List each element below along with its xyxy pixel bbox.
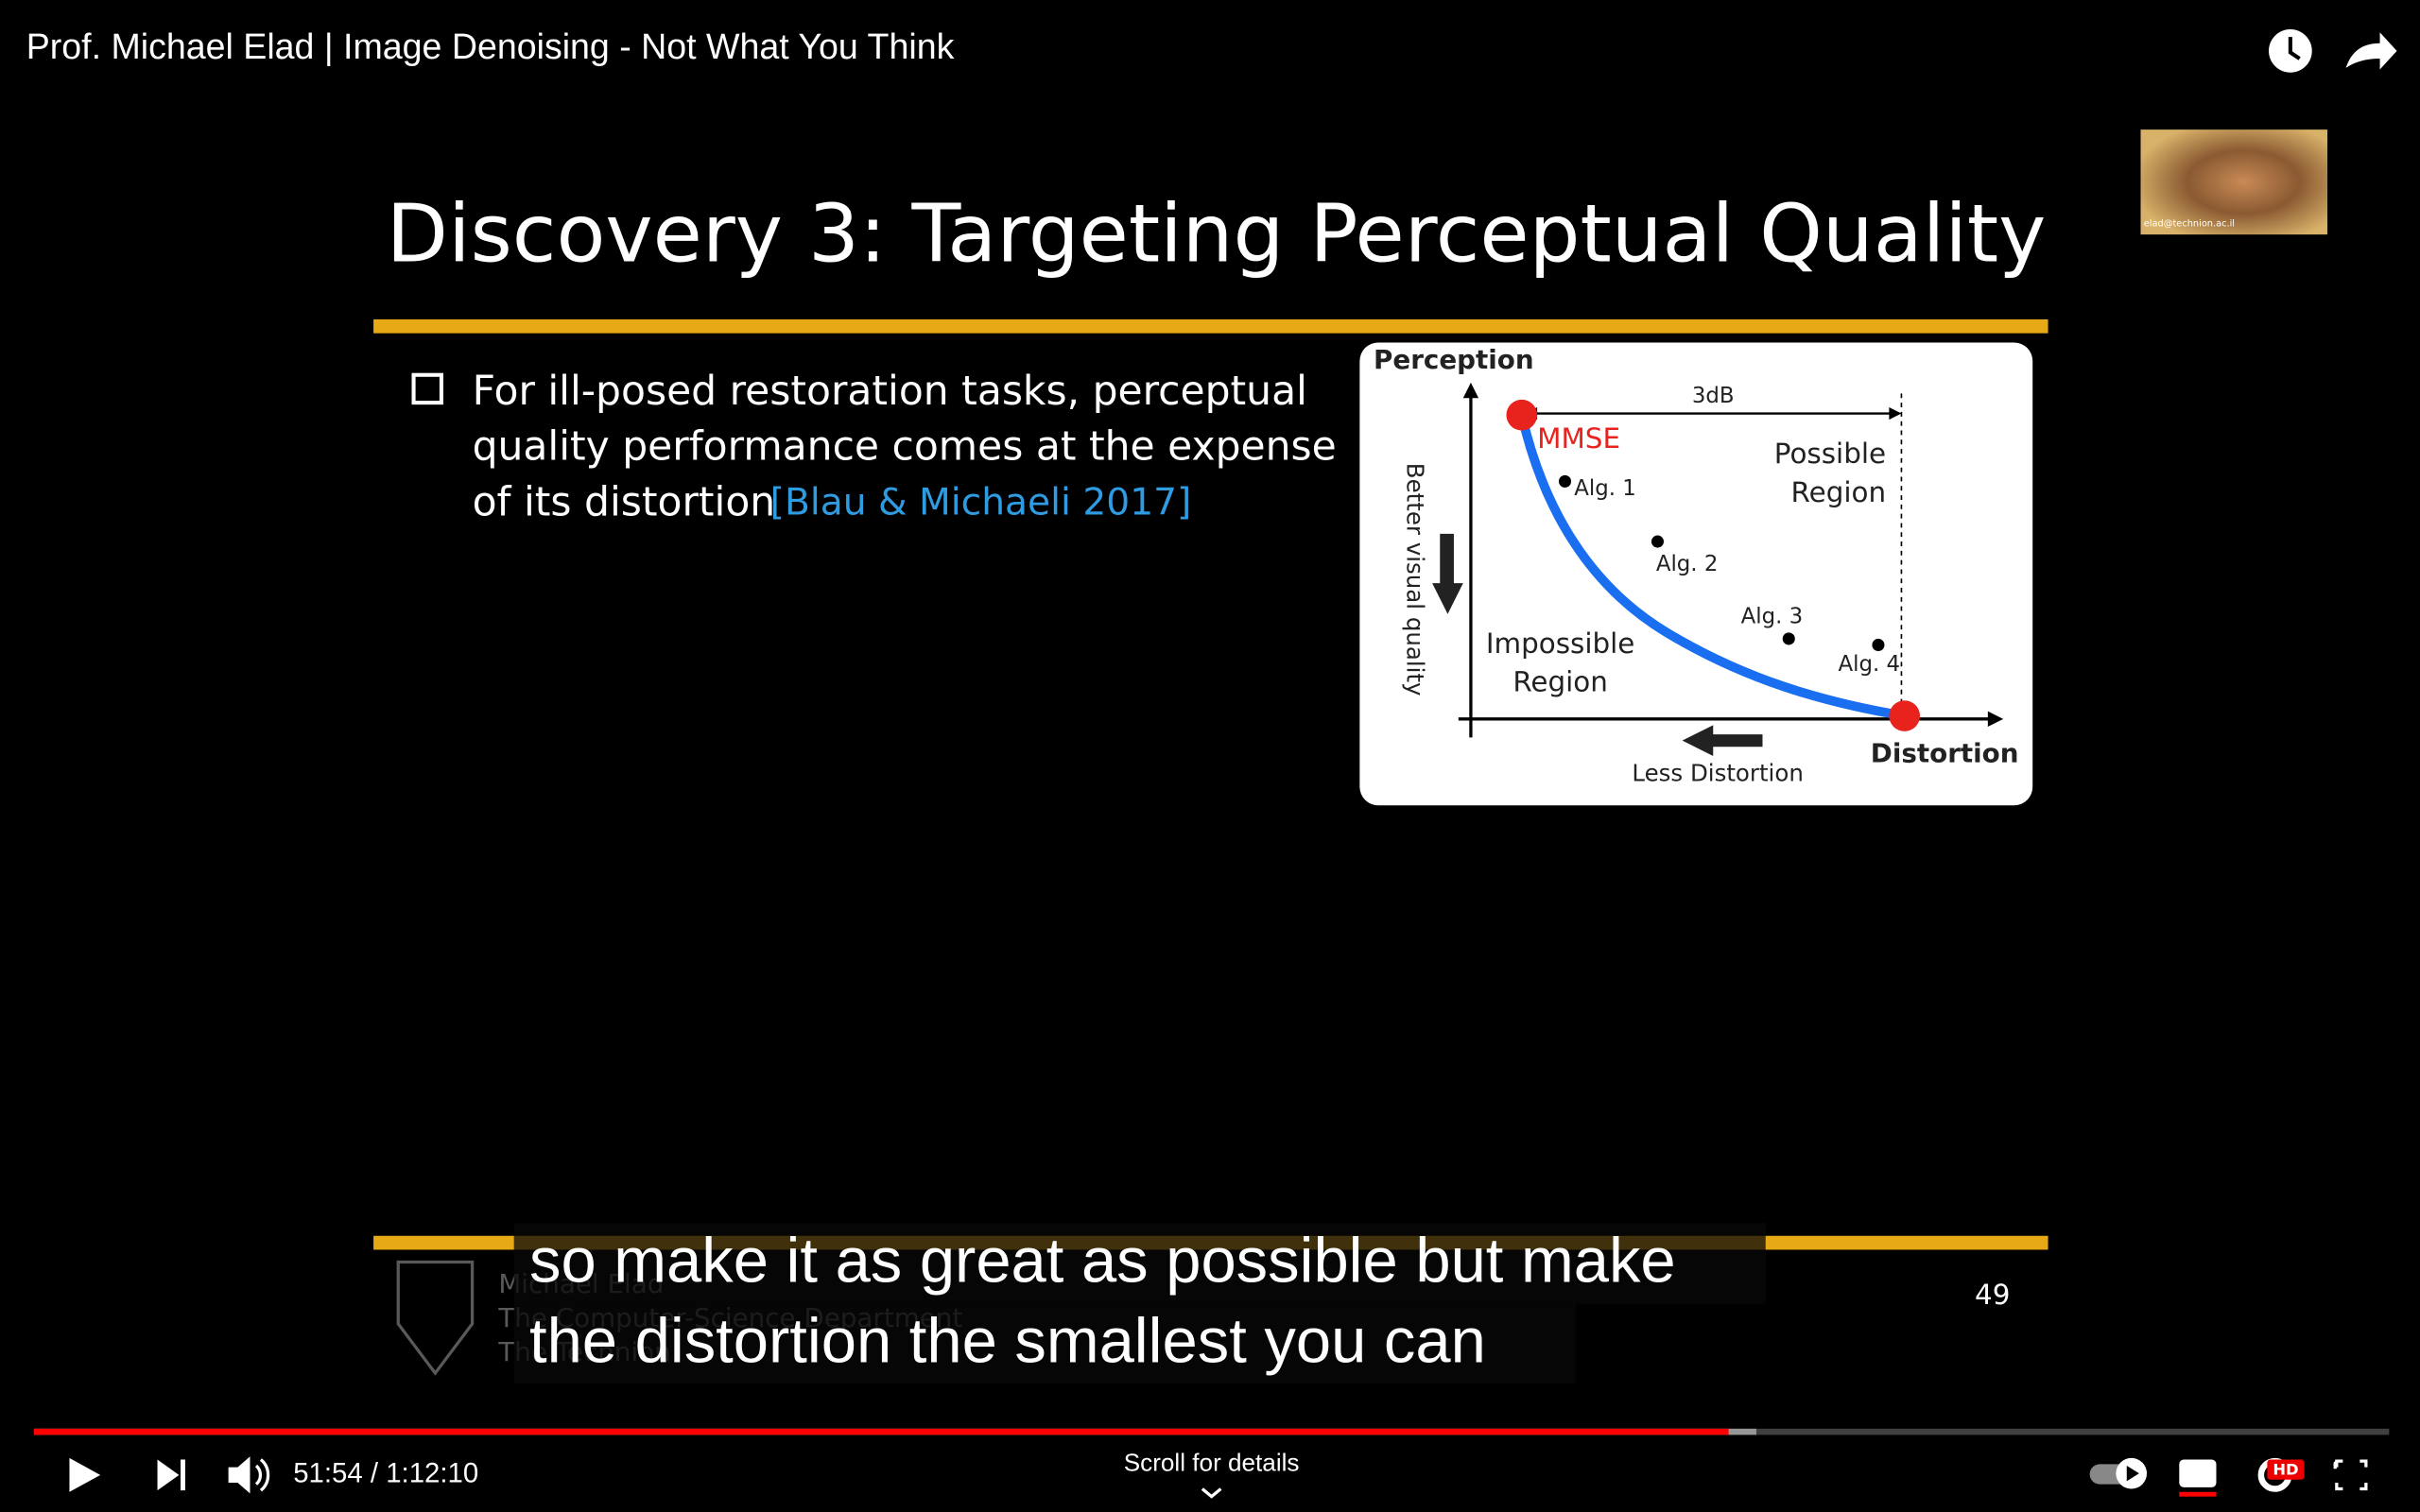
- play-button[interactable]: [69, 1457, 101, 1492]
- region-label: Region: [1791, 476, 1887, 508]
- volume-button[interactable]: [228, 1456, 270, 1494]
- region-label: Region: [1512, 666, 1608, 698]
- bullet-box: [411, 372, 443, 405]
- caption-line: the distortion the smallest you can: [529, 1305, 1486, 1376]
- webcam: elad@technion.ac.il: [2140, 129, 2328, 235]
- webcam-label: elad@technion.ac.il: [2144, 219, 2235, 230]
- share-button[interactable]: [2345, 32, 2397, 70]
- citation: [Blau & Michaeli 2017]: [770, 481, 1192, 524]
- autoplay-toggle[interactable]: [2089, 1457, 2148, 1489]
- time-display: 51:54 / 1:12:10: [293, 1458, 478, 1489]
- alg-label: Alg. 2: [1656, 552, 1719, 576]
- bullet-line: For ill-posed restoration tasks, percept…: [473, 369, 1307, 415]
- captions-button[interactable]: [2179, 1459, 2217, 1497]
- region-label: Impossible: [1486, 627, 1635, 660]
- mmse-label: MMSE: [1537, 422, 1620, 455]
- caption-background: [513, 1303, 1576, 1384]
- next-button[interactable]: [157, 1459, 185, 1491]
- scroll-hint[interactable]: Scroll for details: [1124, 1448, 1300, 1476]
- hd-badge: HD: [2273, 1460, 2298, 1478]
- bullet-line: of its distortion: [473, 479, 776, 525]
- fullscreen-button[interactable]: [2333, 1459, 2368, 1491]
- alg-label: Alg. 1: [1574, 476, 1636, 501]
- diagram: Perception Distortion 3dB MMSE Possible …: [1359, 342, 2033, 806]
- scroll-chevron[interactable]: [1201, 1487, 1222, 1499]
- caption-line: so make it as great as possible but make: [529, 1225, 1676, 1296]
- alg-label: Alg. 4: [1838, 652, 1900, 677]
- page-number: 49: [1975, 1279, 2010, 1311]
- y-axis-label: Perception: [1374, 344, 1534, 375]
- region-label: Possible: [1774, 438, 1886, 470]
- caption-background: [513, 1223, 1766, 1304]
- settings-button[interactable]: HD: [2257, 1457, 2305, 1492]
- x-axis-label: Distortion: [1871, 737, 2019, 768]
- watch-later-button[interactable]: [2269, 29, 2312, 73]
- gap-label: 3dB: [1692, 384, 1735, 408]
- less-distortion-label: Less Distortion: [1632, 760, 1803, 787]
- video-title: Prof. Michael Elad | Image Denoising - N…: [26, 26, 955, 66]
- slide-rule: [373, 318, 2048, 334]
- progress-bar[interactable]: [33, 1428, 2390, 1435]
- slide-title: Discovery 3: Targeting Perceptual Qualit…: [387, 187, 2047, 281]
- bullet-line: quality performance comes at the expense: [473, 424, 1337, 471]
- alg-label: Alg. 3: [1741, 605, 1804, 629]
- quality-label: Better visual quality: [1402, 463, 1429, 696]
